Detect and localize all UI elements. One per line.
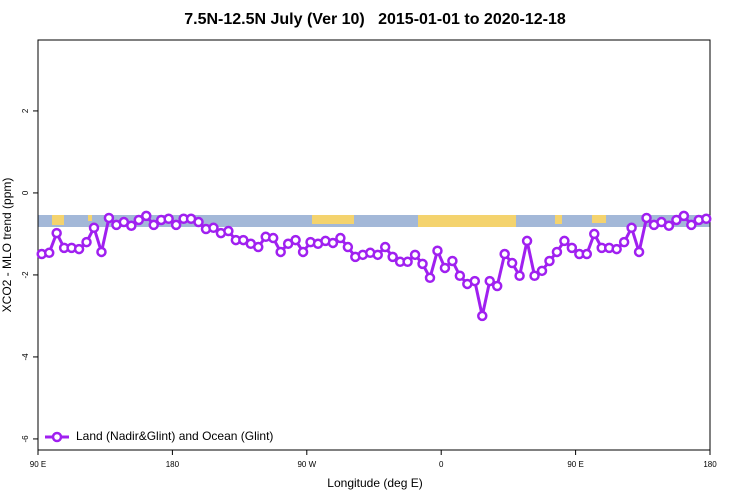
data-point bbox=[424, 272, 436, 284]
data-point bbox=[701, 213, 712, 225]
data-point bbox=[447, 255, 458, 267]
legend-marker bbox=[51, 431, 63, 443]
data-point bbox=[611, 243, 622, 255]
data-point bbox=[626, 222, 637, 234]
data-point bbox=[469, 275, 481, 287]
data-point bbox=[387, 251, 398, 263]
data-point bbox=[96, 246, 107, 258]
x-tick-label: 180 bbox=[166, 460, 180, 469]
series-line bbox=[41, 214, 707, 318]
data-point bbox=[290, 234, 301, 246]
data-point bbox=[193, 216, 204, 228]
data-point bbox=[402, 256, 413, 268]
x-tick-label: 90 W bbox=[297, 460, 316, 469]
data-point bbox=[678, 210, 690, 222]
data-point bbox=[491, 280, 503, 292]
x-tick-label: 90 E bbox=[567, 460, 583, 469]
data-point bbox=[126, 220, 137, 231]
data-point bbox=[671, 214, 682, 226]
data-point bbox=[439, 262, 451, 274]
data-point bbox=[641, 212, 652, 224]
data-point bbox=[551, 246, 563, 258]
data-point bbox=[379, 241, 391, 253]
data-point bbox=[506, 257, 518, 269]
data-point bbox=[589, 228, 600, 240]
data-point bbox=[103, 212, 115, 224]
x-tick-label: 180 bbox=[703, 460, 717, 469]
data-point bbox=[618, 236, 630, 248]
data-point bbox=[342, 241, 354, 253]
data-point bbox=[223, 225, 234, 237]
data-point bbox=[327, 237, 339, 249]
data-point bbox=[141, 210, 152, 222]
data-point bbox=[566, 242, 578, 254]
data-point bbox=[663, 220, 675, 231]
data-point bbox=[409, 249, 421, 261]
data-point bbox=[536, 265, 548, 277]
data-point bbox=[297, 246, 309, 258]
data-point bbox=[133, 214, 145, 226]
data-point bbox=[275, 246, 286, 258]
data-point bbox=[88, 222, 100, 234]
y-tick-label: 0 bbox=[21, 190, 30, 195]
data-point bbox=[544, 255, 555, 267]
data-point bbox=[81, 236, 92, 248]
y-tick-label: -4 bbox=[21, 353, 30, 361]
y-tick-label: -6 bbox=[21, 435, 30, 443]
plot-frame bbox=[37, 39, 711, 451]
data-point bbox=[170, 219, 182, 231]
data-point bbox=[477, 310, 488, 322]
legend-label: Land (Nadir&Glint) and Ocean (Glint) bbox=[76, 429, 273, 443]
data-point bbox=[417, 258, 428, 270]
y-tick-label: 2 bbox=[21, 108, 30, 113]
data-point bbox=[432, 245, 443, 256]
y-tick-label: -2 bbox=[21, 271, 30, 279]
data-point bbox=[633, 246, 645, 258]
data-point bbox=[484, 275, 495, 287]
data-point bbox=[529, 270, 540, 281]
data-point bbox=[559, 235, 570, 247]
data-point bbox=[163, 213, 174, 225]
x-axis-label: Longitude (deg E) bbox=[327, 476, 422, 490]
data-point bbox=[148, 219, 159, 231]
data-point bbox=[499, 248, 510, 260]
data-point bbox=[454, 270, 466, 281]
chart-title: 7.5N-12.5N July (Ver 10) 2015-01-01 to 2… bbox=[184, 11, 566, 28]
data-point bbox=[253, 241, 264, 253]
y-axis-label: XCO2 - MLO trend (ppm) bbox=[0, 178, 14, 313]
data-point bbox=[521, 235, 533, 247]
data-point bbox=[51, 227, 62, 239]
data-point bbox=[581, 248, 593, 260]
data-point bbox=[514, 270, 525, 281]
data-point bbox=[73, 243, 85, 255]
x-tick-label: 0 bbox=[439, 460, 444, 469]
x-tick-label: 90 E bbox=[30, 460, 46, 469]
data-point bbox=[686, 219, 697, 231]
data-point bbox=[208, 222, 219, 234]
data-point bbox=[335, 232, 346, 244]
data-point bbox=[267, 232, 279, 244]
data-point bbox=[372, 249, 383, 261]
data-point bbox=[43, 247, 55, 259]
